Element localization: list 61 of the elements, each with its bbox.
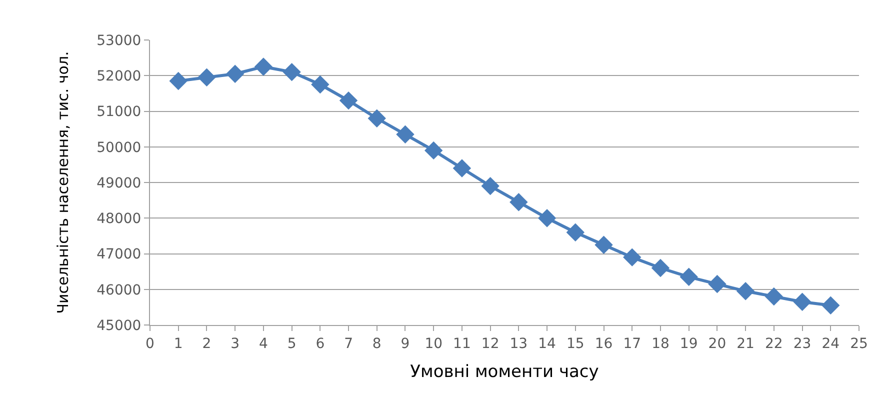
- y-tick-label: 51000: [96, 104, 142, 120]
- point: [623, 248, 642, 266]
- y-axis-title: Чисельність населення, тис. чол.: [54, 51, 72, 314]
- x-tick-label: 0: [146, 336, 154, 352]
- x-tick-label: 6: [316, 336, 325, 352]
- point: [452, 159, 472, 178]
- point: [169, 72, 188, 90]
- point: [396, 125, 414, 144]
- point: [510, 192, 528, 212]
- point: [736, 282, 755, 300]
- y-tick-label: 52000: [96, 68, 142, 85]
- x-tick-label: 20: [708, 336, 726, 352]
- y-tick-label: 47000: [96, 246, 142, 263]
- x-tick-label: 22: [765, 336, 783, 352]
- x-tick-label: 9: [400, 336, 410, 352]
- point: [311, 75, 330, 94]
- point: [481, 176, 500, 196]
- y-tick-label: 49000: [96, 175, 142, 192]
- point: [680, 268, 698, 286]
- x-tick-label: 12: [481, 336, 500, 352]
- x-tick-label: 18: [652, 336, 670, 352]
- point: [339, 91, 358, 110]
- x-tick-label: 17: [623, 336, 642, 352]
- point: [708, 274, 726, 294]
- x-tick-label: 21: [736, 336, 754, 352]
- y-tick-label: 50000: [96, 140, 142, 156]
- y-tick-label: 46000: [96, 282, 142, 298]
- point: [764, 287, 784, 306]
- x-tick-label: 19: [680, 336, 698, 352]
- x-tick-label: 7: [344, 336, 353, 352]
- x-tick-label: 15: [566, 336, 584, 352]
- x-tick-label: 14: [538, 336, 556, 352]
- x-axis-title: Умовні моменти часу: [410, 362, 599, 382]
- x-tick-label: 10: [424, 336, 443, 352]
- point: [538, 209, 556, 228]
- point: [368, 109, 386, 128]
- point: [566, 223, 584, 242]
- x-tick-label: 3: [230, 336, 240, 352]
- y-tick-label: 53000: [96, 32, 142, 49]
- x-tick-label: 5: [287, 336, 296, 352]
- x-tick-label: 1: [174, 336, 183, 352]
- x-tick-label: 11: [453, 336, 471, 352]
- x-tick-label: 2: [202, 336, 212, 352]
- x-tick-label: 25: [850, 336, 868, 352]
- y-tick-label: 48000: [96, 211, 142, 228]
- point: [594, 236, 613, 254]
- y-tick-label: 45000: [96, 318, 142, 334]
- x-tick-label: 23: [793, 336, 812, 352]
- x-tick-label: 24: [822, 336, 840, 352]
- point: [198, 68, 216, 87]
- point: [226, 64, 244, 83]
- point: [282, 62, 301, 82]
- x-tick-label: 13: [510, 336, 528, 352]
- point: [793, 292, 812, 311]
- point: [254, 58, 273, 76]
- x-tick-label: 8: [372, 336, 382, 352]
- x-tick-label: 4: [258, 336, 268, 352]
- point: [822, 296, 840, 315]
- point: [651, 258, 670, 278]
- x-tick-label: 16: [594, 336, 613, 352]
- point: [424, 141, 443, 160]
